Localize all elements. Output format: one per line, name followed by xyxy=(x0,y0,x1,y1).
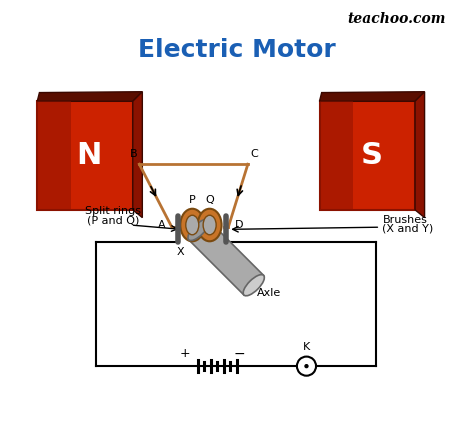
Circle shape xyxy=(297,357,316,376)
Text: Electric Motor: Electric Motor xyxy=(138,38,336,62)
Ellipse shape xyxy=(180,209,204,241)
Polygon shape xyxy=(415,92,425,218)
Text: C: C xyxy=(250,149,258,159)
Text: S: S xyxy=(361,141,383,170)
Ellipse shape xyxy=(243,274,264,296)
Text: Axle: Axle xyxy=(256,288,281,298)
Polygon shape xyxy=(133,92,142,218)
Text: −: − xyxy=(233,347,245,361)
Text: A: A xyxy=(158,220,165,230)
Text: Brushes: Brushes xyxy=(383,215,428,225)
Text: (X and Y): (X and Y) xyxy=(383,224,434,234)
Text: K: K xyxy=(303,342,310,352)
Ellipse shape xyxy=(188,219,209,240)
Polygon shape xyxy=(319,101,353,210)
Ellipse shape xyxy=(186,215,199,235)
Text: (P and Q): (P and Q) xyxy=(87,215,139,225)
Polygon shape xyxy=(37,101,133,210)
Text: N: N xyxy=(77,141,102,170)
Polygon shape xyxy=(37,101,71,210)
Polygon shape xyxy=(319,92,425,101)
Text: P: P xyxy=(189,195,196,205)
Text: teachoo.com: teachoo.com xyxy=(347,12,446,26)
Text: B: B xyxy=(129,149,137,159)
Text: Y: Y xyxy=(225,247,232,257)
Polygon shape xyxy=(37,92,142,101)
Circle shape xyxy=(304,364,309,368)
Ellipse shape xyxy=(198,209,221,241)
Polygon shape xyxy=(189,220,264,295)
Text: Split rings: Split rings xyxy=(85,206,141,216)
Text: +: + xyxy=(180,347,190,360)
Polygon shape xyxy=(319,101,415,210)
Ellipse shape xyxy=(203,215,216,235)
Text: X: X xyxy=(177,247,184,257)
Text: D: D xyxy=(235,220,243,230)
Text: Q: Q xyxy=(205,195,214,205)
